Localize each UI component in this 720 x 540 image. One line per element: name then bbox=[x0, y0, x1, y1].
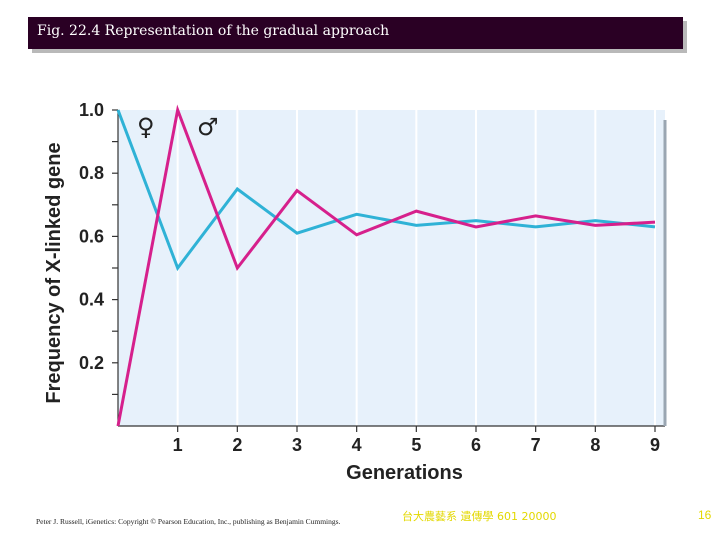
x-tick-label: 4 bbox=[352, 435, 362, 455]
footer-course: 台大農藝系 遺傳學 601 20000 bbox=[402, 510, 557, 523]
title-bar: Fig. 22.4 Representation of the gradual … bbox=[28, 17, 683, 49]
footer-credit: Peter J. Russell, iGenetics: Copyright ©… bbox=[36, 517, 341, 526]
series-layer bbox=[116, 104, 656, 427]
page-number: 16 bbox=[698, 508, 712, 522]
plot-area bbox=[118, 110, 665, 426]
x-tick-label: 2 bbox=[232, 435, 242, 455]
x-tick-label: 9 bbox=[650, 435, 660, 455]
x-tick-label: 8 bbox=[590, 435, 600, 455]
gridlines bbox=[176, 110, 656, 426]
x-tick-label: 6 bbox=[471, 435, 481, 455]
male-symbol: ♂ bbox=[197, 113, 219, 141]
female-symbol: ♀ bbox=[137, 113, 155, 141]
y-axis-label: Frequency of X-linked gene bbox=[43, 142, 65, 403]
y-tick-label: 0.6 bbox=[79, 226, 104, 246]
y-tick-label: 0.4 bbox=[79, 290, 104, 310]
y-tick-label: 0.8 bbox=[79, 163, 104, 183]
x-tick-label: 5 bbox=[411, 435, 421, 455]
y-tick-label: 0.2 bbox=[79, 353, 104, 373]
x-axis-label: Generations bbox=[346, 462, 463, 484]
male-frequency-line bbox=[116, 104, 656, 427]
x-tick-label: 1 bbox=[173, 435, 183, 455]
female-frequency-line bbox=[116, 109, 656, 272]
tick-labels: 1.0 0.8 0.6 0.4 0.2 1 2 3 4 5 6 7 8 9 bbox=[79, 100, 660, 455]
axes bbox=[112, 109, 667, 432]
x-tick-label: 7 bbox=[531, 435, 541, 455]
x-tick-label: 3 bbox=[292, 435, 302, 455]
slide-title: Fig. 22.4 Representation of the gradual … bbox=[37, 23, 390, 39]
y-tick-label: 1.0 bbox=[79, 100, 104, 120]
